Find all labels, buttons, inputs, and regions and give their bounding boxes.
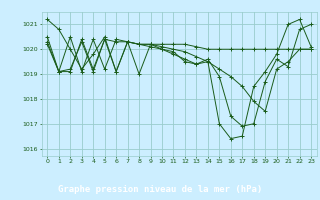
Text: Graphe pression niveau de la mer (hPa): Graphe pression niveau de la mer (hPa)	[58, 185, 262, 194]
